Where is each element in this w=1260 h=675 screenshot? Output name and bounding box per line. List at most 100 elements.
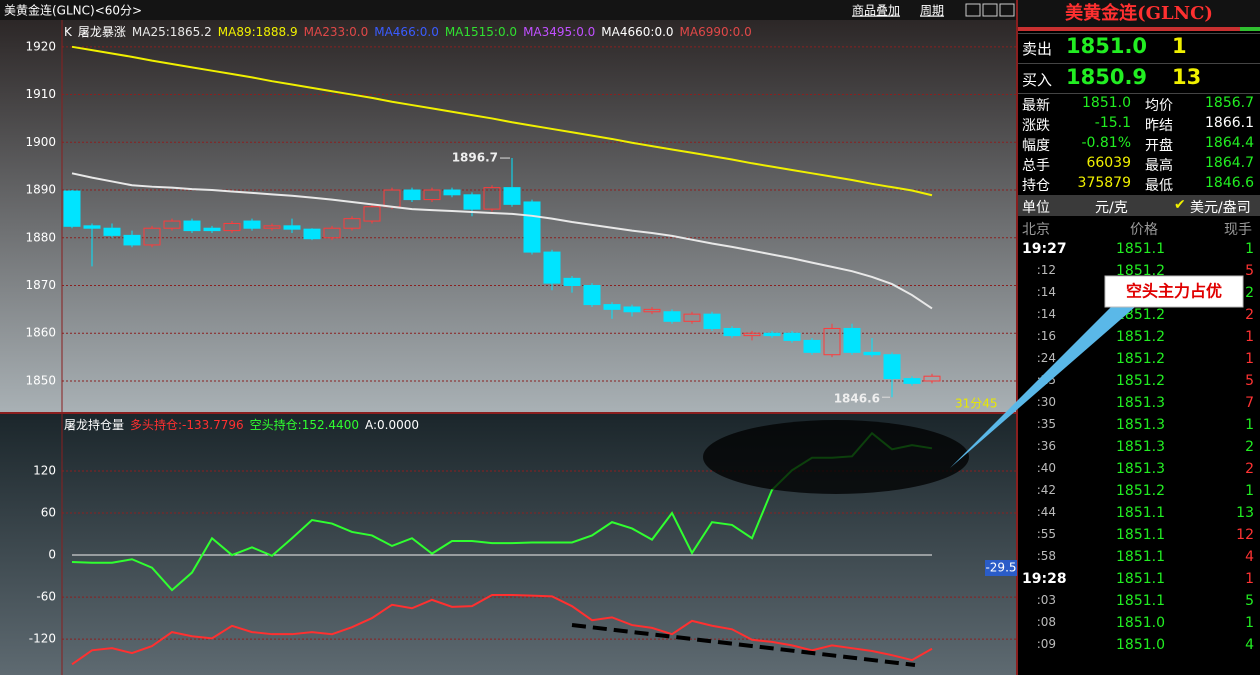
stat-value: 375879 (1077, 175, 1131, 191)
candle-body (503, 187, 521, 205)
panel-title: 美黄金连(GLNC) (1018, 0, 1260, 27)
candle-body (323, 227, 341, 239)
candle-body (123, 234, 141, 246)
y-tick-label: -60 (36, 590, 56, 604)
header-bar (0, 0, 1018, 20)
y-tick-label: 0 (48, 548, 56, 562)
trade-time: :55 (1036, 527, 1056, 541)
nav-icon[interactable] (982, 3, 998, 17)
stat-label: 持仓 (1022, 178, 1050, 194)
trade-time: :30 (1036, 395, 1056, 409)
ma-line (71, 172, 933, 310)
trade-price: 1851.1 (1116, 571, 1165, 587)
trade-price: 1851.0 (1116, 637, 1165, 653)
stat-value: 1851.0 (1082, 95, 1131, 111)
trade-price: 1851.1 (1116, 527, 1165, 543)
candle-body (183, 220, 201, 232)
candle-body (243, 220, 261, 229)
nav-icon[interactable] (965, 3, 981, 17)
candle-body (863, 351, 881, 356)
candle-body (923, 375, 941, 382)
y-tick-label: 1900 (25, 135, 56, 149)
candle-body (743, 332, 761, 337)
stat-label: 最高 (1145, 158, 1173, 174)
trade-price: 1851.1 (1116, 593, 1165, 609)
trade-time: :35 (1036, 417, 1056, 431)
y-tick-label: 120 (33, 464, 56, 478)
trade-price: 1851.3 (1116, 461, 1165, 477)
legend-entry: MA466:0.0 (374, 25, 439, 39)
candle-body (423, 189, 441, 201)
y-tick-label: 1910 (25, 87, 56, 101)
candle-body (623, 306, 641, 313)
trade-qty: 1 (1245, 351, 1254, 367)
nav-icon[interactable] (999, 3, 1015, 17)
trade-qty: 12 (1236, 527, 1254, 543)
candle-body (683, 313, 701, 322)
trade-qty: 1 (1245, 241, 1254, 257)
sell-row (1018, 33, 1260, 64)
divider (1018, 93, 1260, 94)
stat-label: 涨跌 (1022, 118, 1050, 134)
unit-option[interactable]: 元/克 (1095, 200, 1128, 216)
legend-entry: 多头持仓:-133.7796 (130, 418, 244, 432)
stat-label: 开盘 (1145, 138, 1173, 154)
trade-qty: 4 (1245, 549, 1254, 565)
trade-qty: 1 (1245, 571, 1254, 587)
stat-label: 总手 (1022, 158, 1050, 174)
candle-body (723, 327, 741, 337)
header-title: 美黄金连(GLNC)<60分> (4, 3, 142, 18)
trade-time: :42 (1036, 483, 1056, 497)
trade-price: 1851.0 (1116, 615, 1165, 631)
y-tick-label: 60 (41, 506, 56, 520)
check-icon[interactable]: ✔ (1174, 197, 1186, 213)
trade-price: 1851.2 (1116, 285, 1165, 301)
trade-qty: 2 (1245, 307, 1254, 323)
y-tick-label: 1890 (25, 183, 56, 197)
candle-body (403, 189, 421, 201)
trade-price: 1851.3 (1116, 417, 1165, 433)
trade-qty: 2 (1245, 461, 1254, 477)
legend-entry: 空头持仓:152.4400 (249, 418, 359, 432)
legend-title: 屠龙暴涨 (77, 25, 126, 39)
trade-time: :44 (1036, 505, 1056, 519)
stat-value: -0.81% (1081, 135, 1131, 151)
candle-body (643, 308, 661, 313)
trade-qty: 1 (1245, 483, 1254, 499)
stat-label: 最低 (1145, 178, 1173, 194)
unit-option[interactable]: 美元/盎司 (1190, 200, 1251, 216)
candle-body (883, 354, 901, 380)
candle-body (843, 327, 861, 353)
candle-body (763, 332, 781, 337)
annotation: 31分45 (955, 397, 998, 411)
value-badge (985, 560, 1017, 576)
y-tick-label: 1920 (25, 39, 56, 53)
trade-time: :03 (1036, 593, 1056, 607)
buy-volume: 13 (1172, 65, 1202, 89)
trade-qty: 4 (1245, 637, 1254, 653)
trade-time: :14 (1036, 307, 1056, 321)
trade-time: :36 (1036, 439, 1056, 453)
chart-area: 美黄金连(GLNC)<60分> 商品叠加 周期 1850 1860 1870 1880… (0, 0, 1018, 675)
legend-entry: MA3495:0.0 (523, 25, 596, 39)
candle-body (703, 313, 721, 329)
column-header: 价格 (1130, 222, 1158, 238)
legend-entry: A:0.0000 (364, 418, 419, 432)
trade-price: 1851.2 (1116, 351, 1165, 367)
trade-qty: 7 (1245, 395, 1254, 411)
trade-time: :16 (1036, 329, 1056, 343)
trade-qty: 5 (1245, 373, 1254, 389)
header-link[interactable]: 商品叠加 (852, 3, 900, 18)
legend-entry: MA1515:0.0 (444, 25, 518, 39)
candle-body (363, 206, 381, 222)
header-link[interactable]: 周期 (920, 4, 944, 18)
trade-time: :58 (1036, 549, 1056, 563)
candle-body (663, 311, 681, 322)
trade-time: :24 (1036, 351, 1056, 365)
quote-panel: 美黄金连(GLNC) 卖出 1851.0 1 买入 1850.9 13 最新 18… (1018, 0, 1260, 675)
sell-label: 卖出 (1022, 40, 1053, 58)
trade-time: :14 (1036, 285, 1056, 299)
trade-time: :09 (1036, 637, 1056, 651)
legend-entry: MA25:1865.2 (131, 25, 212, 39)
value-badge-text: -29.5 (985, 561, 1016, 575)
